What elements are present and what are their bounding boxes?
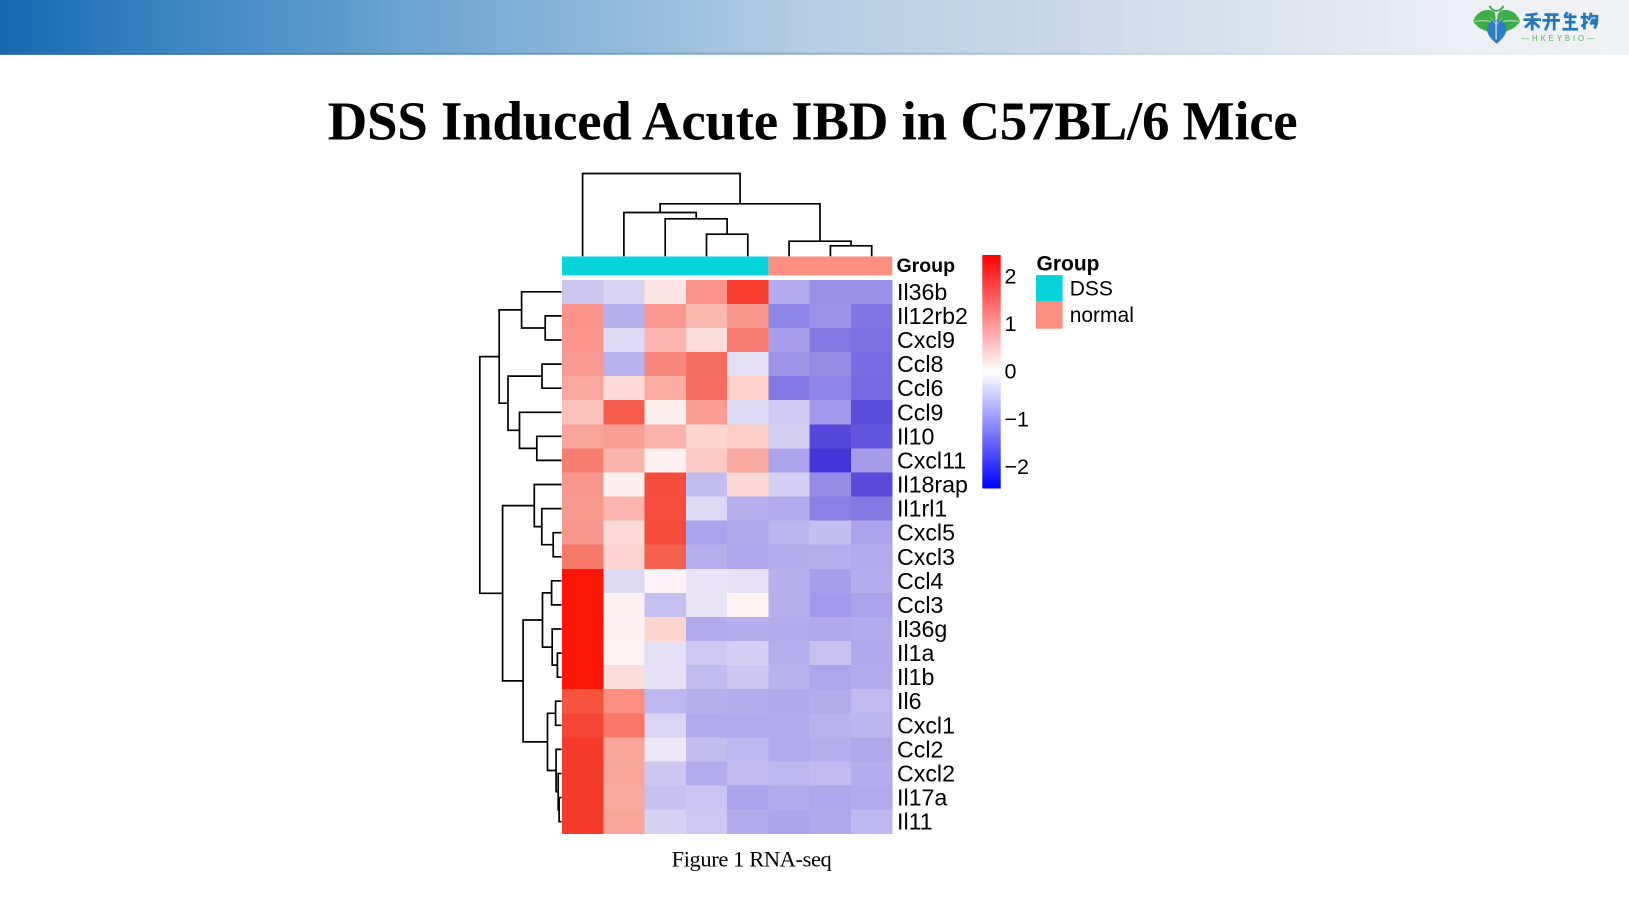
svg-text:DSS Induced Acute IBD in C57BL: DSS Induced Acute IBD in C57BL/6 Mice xyxy=(328,91,1298,152)
svg-text:Group: Group xyxy=(1037,253,1100,276)
svg-text:Il18rap: Il18rap xyxy=(897,472,968,498)
svg-text:Il36b: Il36b xyxy=(897,279,947,305)
svg-text:Il11: Il11 xyxy=(897,809,933,835)
svg-text:Il12rb2: Il12rb2 xyxy=(897,303,968,329)
svg-text:1: 1 xyxy=(1005,312,1017,336)
svg-text:Cxcl9: Cxcl9 xyxy=(897,327,955,353)
svg-text:Il1rl1: Il1rl1 xyxy=(897,496,947,522)
svg-text:−1: −1 xyxy=(1005,407,1030,431)
svg-text:Cxcl2: Cxcl2 xyxy=(897,761,955,787)
svg-text:−2: −2 xyxy=(1005,455,1030,479)
svg-text:0: 0 xyxy=(1005,360,1017,384)
svg-text:Group: Group xyxy=(897,255,956,277)
svg-text:Cxcl1: Cxcl1 xyxy=(897,712,955,738)
svg-text:2: 2 xyxy=(1005,264,1017,288)
svg-text:Il17a: Il17a xyxy=(897,785,947,811)
svg-text:DSS: DSS xyxy=(1070,277,1113,300)
svg-text:Ccl3: Ccl3 xyxy=(897,592,943,618)
svg-text:Figure 1 RNA-seq: Figure 1 RNA-seq xyxy=(672,847,832,872)
svg-text:Il36g: Il36g xyxy=(897,616,947,642)
svg-text:Cxcl11: Cxcl11 xyxy=(897,447,966,473)
svg-text:Il10: Il10 xyxy=(897,423,934,449)
svg-text:Ccl9: Ccl9 xyxy=(897,399,943,425)
svg-text:normal: normal xyxy=(1070,304,1134,327)
svg-text:Ccl6: Ccl6 xyxy=(897,375,943,401)
svg-text:Il1a: Il1a xyxy=(897,640,934,666)
svg-text:Ccl2: Ccl2 xyxy=(897,736,943,762)
svg-text:—HKEYBIO—: —HKEYBIO— xyxy=(1521,34,1597,43)
svg-text:Ccl4: Ccl4 xyxy=(897,568,943,594)
svg-text:Cxcl5: Cxcl5 xyxy=(897,520,955,546)
svg-text:Il6: Il6 xyxy=(897,688,922,714)
svg-text:Cxcl3: Cxcl3 xyxy=(897,544,955,570)
svg-text:Il1b: Il1b xyxy=(897,664,934,690)
svg-text:Ccl8: Ccl8 xyxy=(897,351,943,377)
